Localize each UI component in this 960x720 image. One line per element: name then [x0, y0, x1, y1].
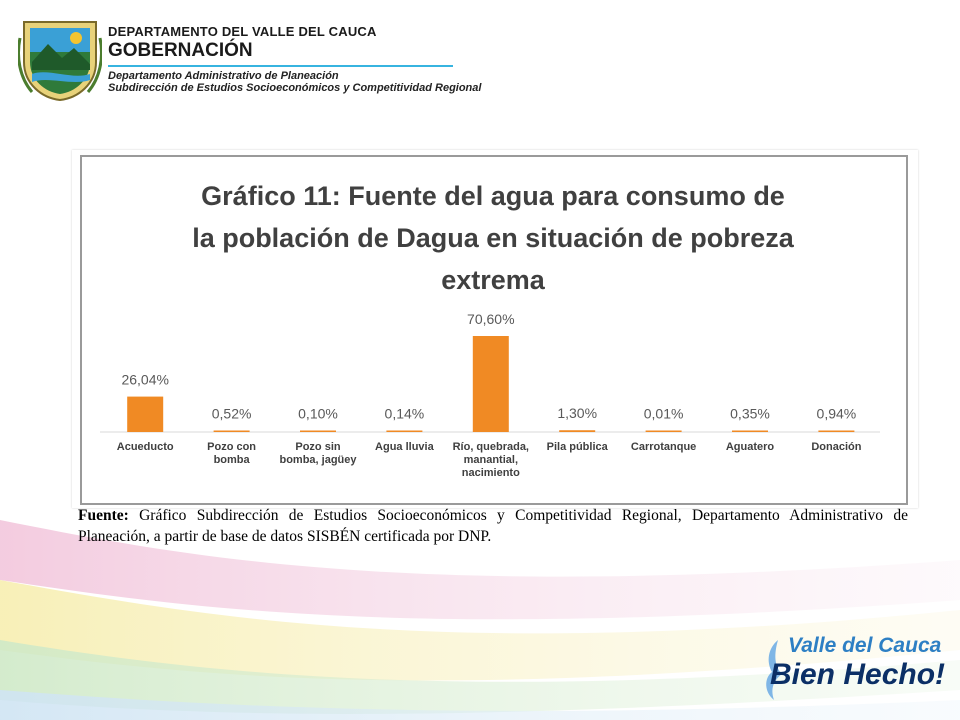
category-tick-label: Carrotanque [631, 441, 696, 453]
chart-panel: Gráfico 11: Fuente del agua para consumo… [72, 150, 918, 508]
category-tick-label: nacimiento [462, 467, 520, 479]
category-tick-label: Acueducto [117, 441, 174, 453]
category-tick-label: bomba, jagüey [279, 454, 357, 466]
caption-label: Fuente: [78, 507, 129, 524]
chart-bar [559, 430, 596, 432]
data-label: 0,94% [817, 406, 857, 422]
data-label: 0,01% [644, 406, 684, 422]
logo-line-2: Bien Hecho! [770, 658, 946, 691]
department-name: DEPARTAMENTO DEL VALLE DEL CAUCA [108, 24, 377, 39]
chart-bar [472, 336, 509, 432]
coat-of-arms-icon [18, 21, 102, 102]
subdirection: Subdirección de Estudios Socioeconómicos… [108, 82, 482, 94]
chart-bar [127, 396, 164, 432]
data-label: 0,10% [298, 406, 338, 422]
data-label: 0,14% [385, 406, 425, 422]
chart-bar [645, 430, 682, 432]
data-label: 1,30% [557, 405, 597, 421]
data-label: 70,60% [467, 311, 514, 327]
dove-icon [766, 640, 782, 700]
category-tick-label: bomba [214, 454, 251, 466]
admin-department: Departamento Administrativo de Planeació… [108, 70, 339, 82]
bar-chart: Gráfico 11: Fuente del agua para consumo… [100, 181, 880, 479]
category-tick-label: manantial, [464, 454, 518, 466]
header-divider [108, 65, 453, 67]
category-tick-label: Pila pública [547, 441, 609, 453]
chart-title-line: Gráfico 11: Fuente del agua para consumo… [201, 181, 785, 211]
chart-bar [300, 430, 336, 432]
chart-bar [818, 430, 855, 432]
chart-title-line: la población de Dagua en situación de po… [192, 223, 795, 253]
chart-bar [732, 430, 768, 432]
category-tick-label: Aguatero [726, 441, 775, 453]
category-tick-label: Pozo sin [295, 441, 341, 453]
category-tick-label: Donación [811, 441, 861, 453]
governance-name: GOBERNACIÓN [108, 40, 253, 61]
chart-title-line: extrema [441, 265, 546, 295]
chart-bar [213, 430, 250, 432]
category-tick-label: Río, quebrada, [453, 441, 529, 453]
data-label: 26,04% [121, 372, 168, 388]
source-caption: Fuente: Gráfico Subdirección de Estudios… [78, 505, 908, 547]
logo-line-1: Valle del Cauca [788, 634, 942, 657]
caption-text: Gráfico Subdirección de Estudios Socioec… [78, 507, 908, 545]
data-label: 0,52% [212, 406, 252, 422]
category-tick-label: Agua lluvia [375, 441, 435, 453]
chart-bar [386, 430, 423, 432]
data-label: 0,35% [730, 406, 770, 422]
valle-del-cauca-logo: Valle del Cauca Bien Hecho! [760, 628, 950, 708]
category-tick-label: Pozo con [207, 441, 256, 453]
chart-frame [80, 155, 908, 505]
